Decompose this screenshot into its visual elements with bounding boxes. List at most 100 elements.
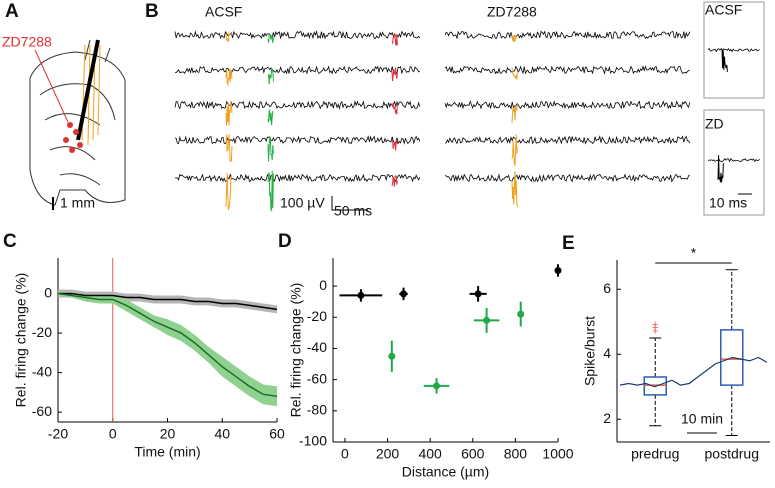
x-tick-label: -20 xyxy=(48,426,68,442)
x-tick-label: 400 xyxy=(418,446,442,462)
burst xyxy=(225,100,233,126)
trace xyxy=(444,30,691,40)
panel-letter: C xyxy=(3,231,17,252)
y-tick-label: 0 xyxy=(319,277,327,293)
burst xyxy=(391,102,398,115)
point xyxy=(474,290,482,298)
burst xyxy=(267,136,274,162)
y-axis-label: Rel. firing change (%) xyxy=(288,283,304,418)
y-tick-label: -20 xyxy=(307,308,327,324)
burst xyxy=(391,67,398,82)
burst xyxy=(721,49,728,72)
outlier: + xyxy=(652,322,658,334)
electrodes xyxy=(81,44,101,146)
trace xyxy=(444,173,691,183)
burst xyxy=(511,34,518,43)
burst xyxy=(511,67,518,80)
y-tick-label: -60 xyxy=(32,403,52,419)
y-tick-label: -20 xyxy=(32,324,52,340)
y-tick-label: 6 xyxy=(603,280,611,296)
y-tick-label: 0 xyxy=(44,284,52,300)
traces xyxy=(174,29,760,213)
point xyxy=(388,352,396,360)
point xyxy=(517,310,525,318)
burst xyxy=(225,134,233,163)
y-tick-label: -80 xyxy=(307,402,327,418)
brain-schematic xyxy=(29,39,126,206)
trace xyxy=(174,173,421,183)
burst xyxy=(391,175,398,187)
burst xyxy=(267,170,274,213)
box xyxy=(643,376,667,396)
burst xyxy=(511,104,518,123)
y-tick-label: -40 xyxy=(307,339,327,355)
y-tick-label: 4 xyxy=(603,345,611,361)
burst xyxy=(391,139,398,151)
y-tick-label: -40 xyxy=(32,363,52,379)
error-band xyxy=(58,291,277,407)
burst xyxy=(267,67,274,85)
trace xyxy=(707,157,760,163)
scale-label: 100 µV xyxy=(280,195,325,211)
y-tick-label: 2 xyxy=(603,410,611,426)
burst xyxy=(225,31,233,43)
x-tick-label: 20 xyxy=(160,426,176,442)
pointer xyxy=(34,49,69,123)
x-tick-label: 1000 xyxy=(542,446,573,462)
condition-label: ZD7288 xyxy=(487,4,537,20)
outlier: + xyxy=(652,319,658,331)
box xyxy=(720,329,744,386)
scale-label: 10 min xyxy=(681,411,723,427)
panel-letter: A xyxy=(5,1,19,22)
recording-sites xyxy=(63,122,83,153)
x-tick-label: 60 xyxy=(269,426,285,442)
burst xyxy=(267,33,274,43)
trace xyxy=(174,29,421,40)
x-tick-label: postdrug xyxy=(705,446,759,462)
y-axis-label: Rel. firing change (%) xyxy=(13,273,29,408)
x-tick-label: 600 xyxy=(461,446,485,462)
trace xyxy=(444,100,691,110)
burst xyxy=(225,69,233,87)
trace xyxy=(174,65,421,75)
point xyxy=(554,266,562,274)
point xyxy=(433,382,441,390)
trace xyxy=(174,135,421,145)
trace xyxy=(444,135,691,145)
outlier: + xyxy=(652,325,658,337)
y-tick-label: -60 xyxy=(307,370,327,386)
significance-star: * xyxy=(691,245,697,261)
point xyxy=(483,316,491,324)
condition-label: ACSF xyxy=(205,4,242,20)
point xyxy=(357,291,365,299)
burst xyxy=(225,172,233,210)
inset-label: ACSF xyxy=(705,2,742,18)
y-axis-label: Spike/burst xyxy=(582,316,598,386)
burst xyxy=(511,134,518,166)
x-tick-label: predrug xyxy=(631,446,679,462)
point xyxy=(400,290,408,298)
burst xyxy=(511,170,518,207)
trace xyxy=(707,47,760,53)
inset xyxy=(703,1,765,99)
x-tick-label: 800 xyxy=(504,446,528,462)
trace xyxy=(174,100,421,110)
inset-label: ZD xyxy=(705,116,724,132)
inset xyxy=(703,109,765,216)
x-tick-label: 0 xyxy=(109,426,117,442)
line xyxy=(58,292,278,311)
x-axis-label: Distance (µm) xyxy=(402,464,489,480)
scale-bar xyxy=(331,196,368,211)
panel-letter: E xyxy=(562,233,575,254)
line xyxy=(57,292,278,398)
x-axis-label: Time (min) xyxy=(134,444,200,460)
cannula xyxy=(76,39,100,141)
x-tick-label: 200 xyxy=(376,446,400,462)
x-tick-label: 40 xyxy=(214,426,230,442)
panel-letter: D xyxy=(278,231,292,252)
trace xyxy=(444,65,690,75)
burst xyxy=(391,32,398,46)
panel-letter: B xyxy=(145,1,159,22)
x-tick-label: 0 xyxy=(341,446,349,462)
